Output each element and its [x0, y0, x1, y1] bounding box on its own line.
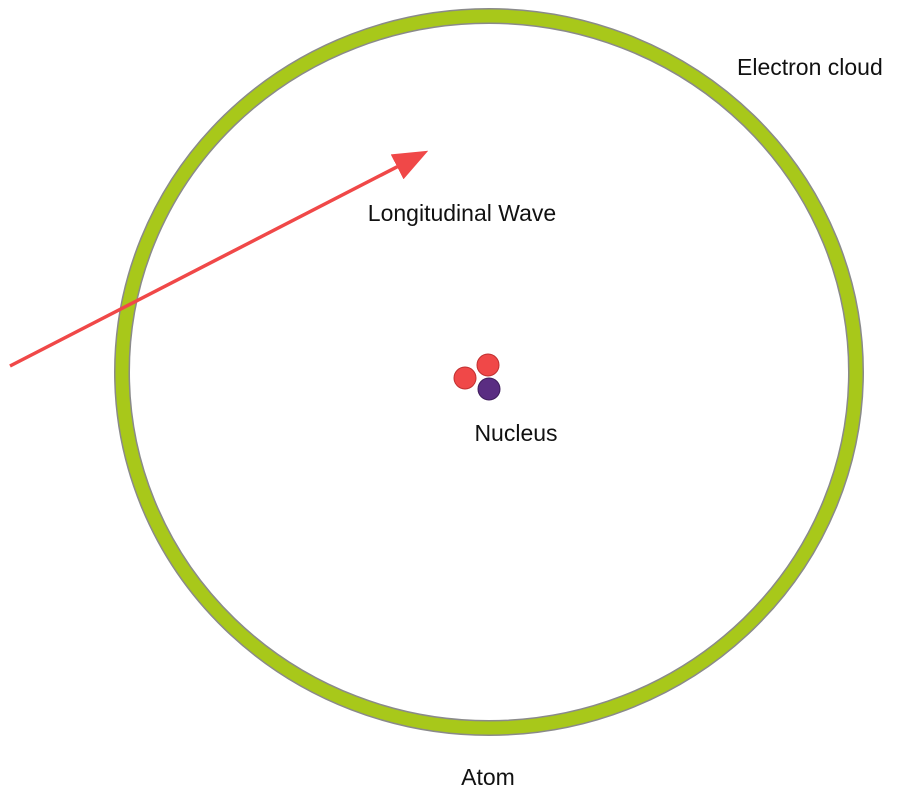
- proton: [477, 354, 499, 376]
- page: Electron cloud Longitudinal Wave Nucleus…: [0, 0, 924, 793]
- wave-label: Longitudinal Wave: [368, 200, 556, 226]
- nucleus-label: Nucleus: [474, 420, 557, 446]
- wave-arrow: [10, 154, 422, 366]
- neutron: [478, 378, 500, 400]
- proton: [454, 367, 476, 389]
- electron-cloud-label: Electron cloud: [737, 54, 883, 80]
- atom-label: Atom: [461, 764, 515, 790]
- atom-diagram: Electron cloud Longitudinal Wave Nucleus…: [0, 0, 924, 793]
